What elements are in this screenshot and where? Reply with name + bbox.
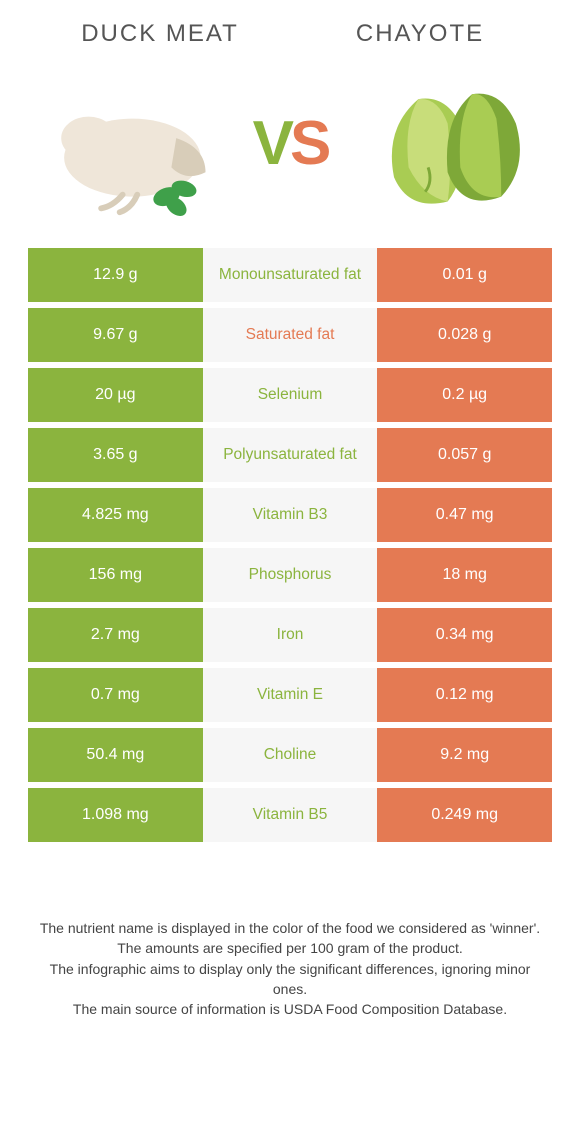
nutrient-label: Selenium — [203, 368, 378, 422]
duck-illustration — [30, 68, 225, 218]
left-value: 20 µg — [28, 368, 203, 422]
left-value: 2.7 mg — [28, 608, 203, 662]
nutrient-label: Vitamin B3 — [203, 488, 378, 542]
nutrient-row: 1.098 mgVitamin B50.249 mg — [28, 788, 552, 842]
left-value: 12.9 g — [28, 248, 203, 302]
footnote-line: The nutrient name is displayed in the co… — [34, 918, 546, 938]
nutrient-table: 12.9 gMonounsaturated fat0.01 g 9.67 gSat… — [0, 248, 580, 842]
nutrient-row: 156 mgPhosphorus18 mg — [28, 548, 552, 602]
left-food-title: Duck meat — [30, 20, 290, 48]
nutrient-label: Polyunsaturated fat — [203, 428, 378, 482]
right-value: 0.34 mg — [377, 608, 552, 662]
right-value: 0.47 mg — [377, 488, 552, 542]
footnotes: The nutrient name is displayed in the co… — [0, 848, 580, 1019]
left-value: 4.825 mg — [28, 488, 203, 542]
nutrient-label: Saturated fat — [203, 308, 378, 362]
right-value: 0.12 mg — [377, 668, 552, 722]
nutrient-label: Iron — [203, 608, 378, 662]
right-food-title: Chayote — [290, 20, 550, 48]
nutrient-row: 2.7 mgIron0.34 mg — [28, 608, 552, 662]
nutrient-row: 50.4 mgCholine9.2 mg — [28, 728, 552, 782]
left-value: 50.4 mg — [28, 728, 203, 782]
footnote-line: The infographic aims to display only the… — [34, 959, 546, 1000]
right-value: 0.2 µg — [377, 368, 552, 422]
nutrient-label: Vitamin B5 — [203, 788, 378, 842]
images-row: VS — [0, 58, 580, 248]
nutrient-row: 12.9 gMonounsaturated fat0.01 g — [28, 248, 552, 302]
nutrient-row: 20 µgSelenium0.2 µg — [28, 368, 552, 422]
left-value: 9.67 g — [28, 308, 203, 362]
right-value: 9.2 mg — [377, 728, 552, 782]
left-value: 1.098 mg — [28, 788, 203, 842]
chayote-icon — [355, 68, 550, 218]
vs-v: V — [253, 108, 290, 179]
nutrient-row: 3.65 gPolyunsaturated fat0.057 g — [28, 428, 552, 482]
vs-s: S — [290, 108, 327, 179]
left-value: 0.7 mg — [28, 668, 203, 722]
nutrient-label: Phosphorus — [203, 548, 378, 602]
header-right: Chayote — [290, 20, 550, 48]
nutrient-label: Choline — [203, 728, 378, 782]
duck-icon — [30, 68, 225, 218]
right-value: 18 mg — [377, 548, 552, 602]
left-value: 3.65 g — [28, 428, 203, 482]
nutrient-row: 0.7 mgVitamin E0.12 mg — [28, 668, 552, 722]
right-value: 0.249 mg — [377, 788, 552, 842]
right-value: 0.057 g — [377, 428, 552, 482]
vs-label: VS — [235, 108, 345, 179]
right-value: 0.028 g — [377, 308, 552, 362]
nutrient-row: 4.825 mgVitamin B30.47 mg — [28, 488, 552, 542]
nutrient-row: 9.67 gSaturated fat0.028 g — [28, 308, 552, 362]
nutrient-label: Vitamin E — [203, 668, 378, 722]
right-value: 0.01 g — [377, 248, 552, 302]
footnote-line: The amounts are specified per 100 gram o… — [34, 938, 546, 958]
left-value: 156 mg — [28, 548, 203, 602]
nutrient-label: Monounsaturated fat — [203, 248, 378, 302]
chayote-illustration — [355, 68, 550, 218]
header-row: Duck meat Chayote — [0, 0, 580, 58]
footnote-line: The main source of information is USDA F… — [34, 999, 546, 1019]
header-left: Duck meat — [30, 20, 290, 48]
